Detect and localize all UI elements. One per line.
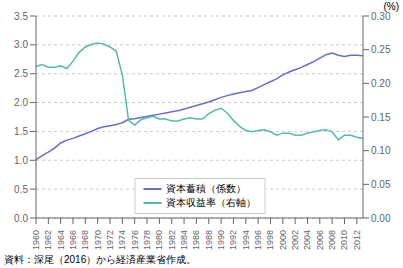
svg-text:1.5: 1.5 xyxy=(14,126,28,137)
svg-text:2000: 2000 xyxy=(278,230,288,250)
svg-text:1984: 1984 xyxy=(179,230,189,250)
svg-text:2.5: 2.5 xyxy=(14,68,28,79)
svg-text:1980: 1980 xyxy=(154,230,164,250)
svg-text:1994: 1994 xyxy=(241,230,251,250)
svg-text:3.0: 3.0 xyxy=(14,39,28,50)
svg-text:1992: 1992 xyxy=(228,230,238,250)
svg-text:1964: 1964 xyxy=(56,230,66,250)
svg-text:2006: 2006 xyxy=(315,230,325,250)
svg-text:3.5: 3.5 xyxy=(14,11,28,22)
html-text:資本収益率（右軸）: 資本収益率（右軸） xyxy=(166,197,256,208)
svg-text:0.25: 0.25 xyxy=(371,44,391,55)
svg-text:1972: 1972 xyxy=(105,230,115,250)
svg-text:1.0: 1.0 xyxy=(14,155,28,166)
svg-text:1974: 1974 xyxy=(117,230,127,250)
svg-text:1998: 1998 xyxy=(265,230,275,250)
svg-text:1982: 1982 xyxy=(167,230,177,250)
svg-text:0.00: 0.00 xyxy=(371,213,391,224)
svg-text:2002: 2002 xyxy=(290,230,300,250)
svg-text:1966: 1966 xyxy=(68,230,78,250)
svg-text:1976: 1976 xyxy=(130,230,140,250)
svg-text:0.05: 0.05 xyxy=(371,179,391,190)
svg-text:1968: 1968 xyxy=(80,230,90,250)
svg-text:1970: 1970 xyxy=(93,230,103,250)
svg-text:1988: 1988 xyxy=(204,230,214,250)
svg-text:1962: 1962 xyxy=(43,230,53,250)
svg-text:2008: 2008 xyxy=(327,230,337,250)
svg-text:1960: 1960 xyxy=(31,230,41,250)
svg-text:0.20: 0.20 xyxy=(371,78,391,89)
svg-text:1978: 1978 xyxy=(142,230,152,250)
svg-text:1990: 1990 xyxy=(216,230,226,250)
svg-text:0.15: 0.15 xyxy=(371,112,391,123)
svg-text:2012: 2012 xyxy=(352,230,362,250)
svg-text:0.10: 0.10 xyxy=(371,145,391,156)
svg-text:2.0: 2.0 xyxy=(14,97,28,108)
svg-text:1986: 1986 xyxy=(191,230,201,250)
svg-text:2004: 2004 xyxy=(302,230,312,250)
svg-text:0.0: 0.0 xyxy=(14,213,28,224)
svg-text:0.30: 0.30 xyxy=(371,11,391,22)
svg-text:0.5: 0.5 xyxy=(14,184,28,195)
svg-text:1996: 1996 xyxy=(253,230,263,250)
html-text:資料：深尾（2016）から経済産業省作成。: 資料：深尾（2016）から経済産業省作成。 xyxy=(4,254,197,265)
svg-text:2010: 2010 xyxy=(339,230,349,250)
html-text:資本蓄積（係数）: 資本蓄積（係数） xyxy=(166,183,246,194)
